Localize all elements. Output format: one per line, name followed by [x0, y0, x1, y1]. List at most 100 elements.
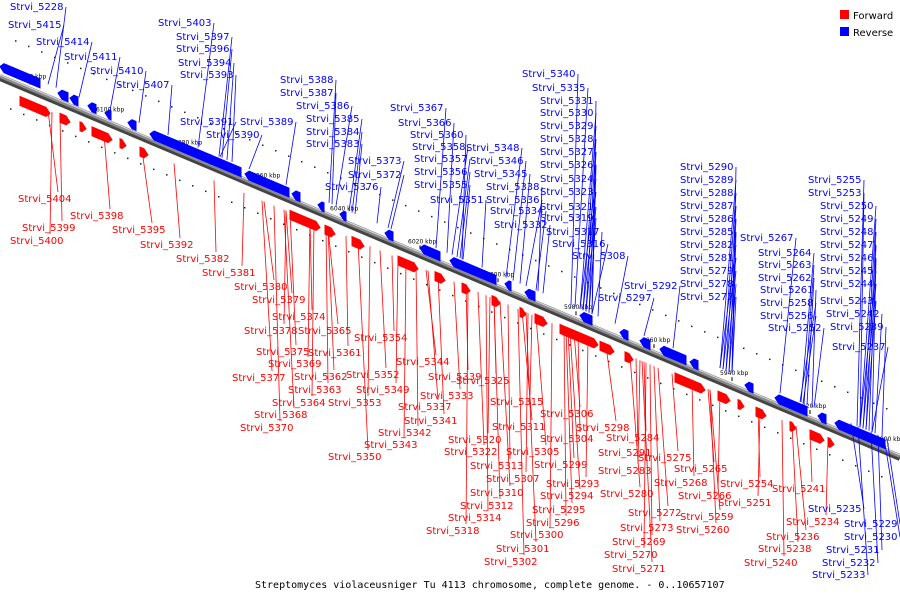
dot	[348, 250, 350, 253]
leader-line	[886, 438, 900, 525]
scale-label: 5980 kbp	[564, 304, 592, 311]
dot	[28, 45, 30, 48]
gene-label: Strvi_5306	[540, 409, 594, 420]
gene-label: Strvi_5247	[820, 240, 874, 251]
leader-line	[435, 107, 447, 249]
dot	[855, 465, 857, 467]
gene-label: Strvi_5332	[494, 220, 548, 231]
leader-line	[219, 121, 237, 158]
leader-line	[167, 84, 173, 135]
dot	[119, 84, 121, 86]
scale-label: 5960 kbp	[642, 337, 670, 344]
dot	[88, 141, 90, 143]
gene-label: Strvi_5260	[676, 525, 730, 536]
forward-gene-arrow	[491, 294, 501, 307]
dot	[548, 265, 550, 267]
dot	[327, 171, 329, 174]
leader-line	[637, 360, 641, 465]
leader-line	[579, 112, 597, 309]
leader-line	[588, 151, 597, 313]
dot	[15, 40, 17, 42]
leader-line	[327, 228, 335, 371]
gene-label: Strvi_5329	[540, 121, 594, 132]
reverse-gene-arrow	[639, 337, 651, 351]
dot	[184, 111, 186, 114]
gene-label: Strvi_5370	[240, 423, 294, 434]
dot	[171, 106, 173, 108]
dot	[205, 190, 207, 193]
gene-label: Strvi_5270	[604, 550, 658, 561]
leader-line	[709, 389, 717, 524]
legend: Forward Reverse	[840, 10, 893, 39]
reverse-gene-arrow	[204, 153, 242, 178]
leader-line	[446, 122, 455, 253]
gene-label: Strvi_5383	[306, 139, 360, 150]
leader-line	[465, 287, 469, 525]
dot	[470, 232, 472, 234]
leader-line	[862, 283, 877, 429]
leader-line	[354, 143, 363, 214]
leader-line	[565, 328, 573, 504]
gene-label: Strvi_5308	[572, 251, 626, 262]
forward-gene-arrow	[717, 390, 731, 405]
gene-label: Strvi_5378	[244, 326, 298, 337]
forward-gene-arrow	[809, 429, 825, 444]
leader-line	[376, 186, 382, 224]
leader-line	[453, 281, 461, 390]
gene-label: Strvi_5398	[70, 211, 124, 222]
dot	[54, 56, 56, 59]
gene-label: Strvi_5299	[534, 460, 588, 471]
dot	[608, 360, 610, 363]
dot	[465, 300, 467, 302]
gene-label: Strvi_5279	[680, 266, 734, 277]
dot	[881, 475, 883, 478]
leader-line	[283, 209, 295, 409]
gene-label: Strvi_5337	[398, 402, 452, 413]
dot	[101, 146, 103, 149]
leader-line	[525, 312, 537, 543]
gene-label: Strvi_5312	[460, 501, 514, 512]
gene-label: Strvi_5262	[758, 273, 812, 284]
gene-label: Strvi_5281	[680, 253, 734, 264]
dot	[769, 358, 771, 361]
gene-label: Strvi_5268	[654, 478, 708, 489]
leader-line	[427, 270, 439, 401]
leader-line	[563, 328, 567, 517]
leader-line	[691, 382, 695, 477]
gene-label: Strvi_5367	[390, 103, 444, 114]
leader-line	[641, 361, 653, 563]
gene-label: Strvi_5259	[680, 512, 734, 523]
dot	[36, 119, 38, 121]
dot	[743, 347, 745, 350]
gene-label: Strvi_5293	[546, 479, 600, 490]
leader-line	[218, 36, 233, 157]
gene-label: Strvi_5267	[740, 233, 794, 244]
leader-line	[456, 158, 471, 258]
leader-line	[877, 434, 883, 551]
gene-label: Strvi_5269	[612, 537, 666, 548]
dot	[673, 388, 675, 390]
leader-line	[261, 200, 273, 372]
forward-gene-arrow	[737, 398, 745, 411]
dot	[231, 201, 233, 204]
gene-label: Strvi_5292	[624, 281, 678, 292]
gene-label: Strvi_5300	[510, 530, 564, 541]
gene-label: Strvi_5336	[486, 195, 540, 206]
leader-line	[487, 296, 491, 434]
gene-label: Strvi_5396	[176, 44, 230, 55]
reverse-gene-arrow	[127, 119, 137, 132]
leader-line	[387, 160, 405, 228]
leader-line	[757, 410, 761, 497]
gene-label: Strvi_5246	[820, 253, 874, 264]
leader-line	[722, 192, 737, 370]
gene-label: Strvi_5277	[680, 292, 734, 303]
dot	[574, 276, 576, 278]
dot	[288, 155, 290, 157]
gene-label: Strvi_5404	[18, 194, 72, 205]
gene-label: Strvi_5377	[232, 373, 286, 384]
gene-label: Strvi_5361	[308, 348, 362, 359]
forward-gene-arrow	[59, 112, 71, 126]
dot	[639, 303, 641, 306]
gene-label: Strvi_5350	[328, 452, 382, 463]
